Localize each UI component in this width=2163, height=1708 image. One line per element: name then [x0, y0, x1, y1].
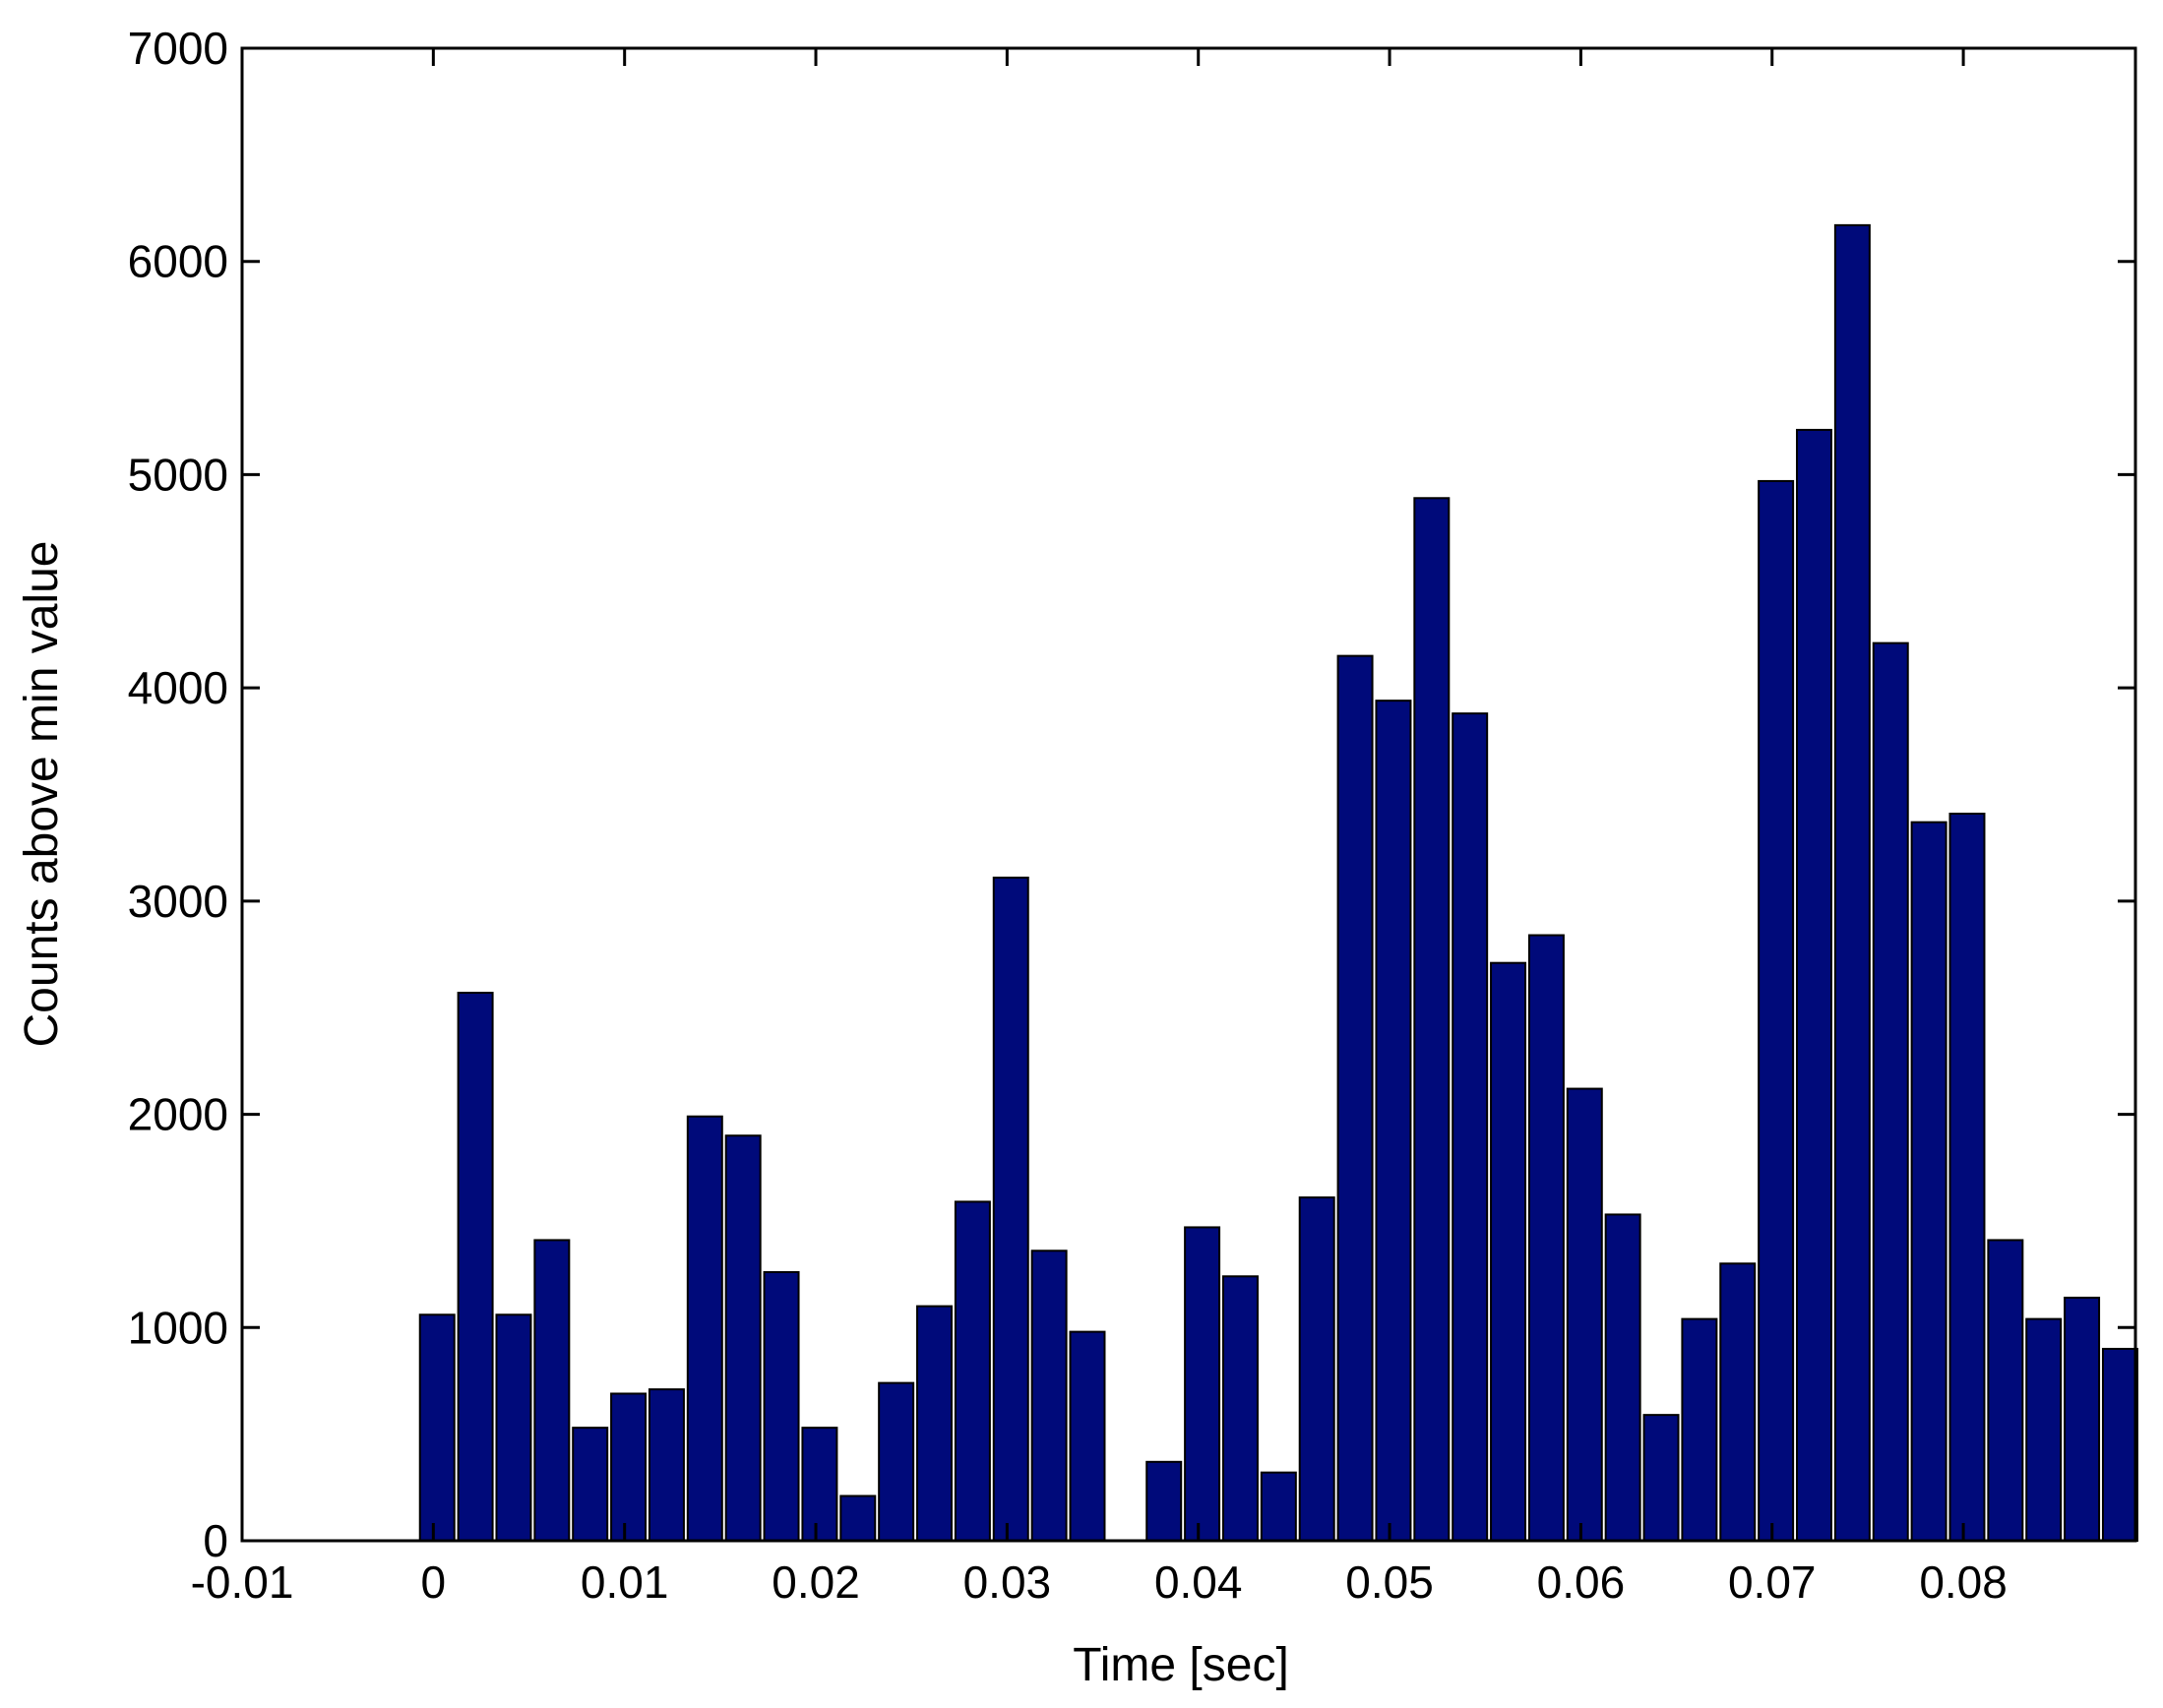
histogram-bar	[1948, 813, 1986, 1542]
histogram-bar	[1566, 1087, 1603, 1542]
x-tick-label: 0.05	[1345, 1556, 1434, 1608]
x-tick-label: -0.01	[191, 1556, 294, 1608]
y-tick-label: 5000	[128, 449, 228, 500]
histogram-bar	[801, 1427, 838, 1543]
histogram-bar	[1336, 654, 1374, 1542]
y-tick-label: 6000	[128, 236, 228, 287]
y-axis-title: Counts above min value	[16, 541, 68, 1048]
histogram-bar	[1375, 700, 1412, 1542]
x-tick-label: 0.03	[963, 1556, 1052, 1608]
histogram-bar	[418, 1313, 456, 1543]
histogram-bar	[1069, 1330, 1106, 1542]
histogram-bar	[2101, 1347, 2138, 1542]
histogram-bar	[648, 1388, 685, 1542]
histogram-bar	[1452, 712, 1489, 1542]
histogram-bar	[1221, 1275, 1259, 1543]
tick-labels-group: -0.01 0 0.01 0.02 0.03 0.04 0.05 0.06 0.07 0.0801…	[128, 23, 2008, 1608]
x-tick-label: 0.01	[581, 1556, 669, 1608]
histogram-bar	[724, 1134, 762, 1542]
histogram-bar	[495, 1313, 532, 1543]
histogram-bar	[954, 1200, 991, 1543]
histogram-bar	[1833, 223, 1871, 1542]
histogram-bar	[916, 1305, 954, 1542]
histogram-bar	[878, 1381, 915, 1542]
histogram-bar	[1184, 1226, 1221, 1543]
histogram-bar	[533, 1239, 571, 1543]
histogram-bar	[1604, 1213, 1641, 1543]
histogram-bar	[992, 877, 1029, 1542]
histogram-bar	[1796, 428, 1832, 1542]
histogram-bar	[1910, 821, 1947, 1542]
histogram-bar	[763, 1270, 800, 1542]
y-tick-label: 2000	[128, 1089, 228, 1140]
histogram-bar	[1030, 1250, 1068, 1543]
y-tick-label: 3000	[128, 876, 228, 927]
histogram-bar	[839, 1494, 877, 1542]
histogram-bar	[1681, 1317, 1718, 1542]
x-tick-label: 0	[421, 1556, 447, 1608]
histogram-bar	[610, 1392, 648, 1542]
y-tick-label: 7000	[128, 23, 228, 74]
histogram-bar	[686, 1115, 723, 1542]
y-tick-label: 1000	[128, 1302, 228, 1353]
x-tick-label: 0.06	[1537, 1556, 1626, 1608]
x-tick-label: 0.08	[1919, 1556, 2008, 1608]
histogram-bar	[1872, 641, 1909, 1542]
histogram-bar	[1987, 1239, 2024, 1543]
bars-group	[418, 223, 2138, 1543]
histogram-bar	[1260, 1471, 1297, 1543]
x-tick-label: 0.07	[1728, 1556, 1817, 1608]
histogram-bar	[2025, 1317, 2063, 1542]
x-tick-label: 0.02	[772, 1556, 860, 1608]
histogram-bar	[2064, 1296, 2101, 1542]
histogram-bar	[1145, 1460, 1183, 1542]
plot-frame	[240, 46, 2137, 1543]
histogram-bar	[1527, 934, 1565, 1542]
histogram-bar	[1758, 479, 1795, 1542]
histogram-bar	[1719, 1262, 1757, 1543]
histogram-bar	[1298, 1196, 1335, 1542]
histogram-bar	[1642, 1414, 1680, 1543]
y-tick-label: 4000	[128, 662, 228, 713]
histogram-bar	[457, 992, 494, 1542]
y-tick-label: 0	[203, 1515, 228, 1566]
histogram-bar	[572, 1427, 609, 1543]
histogram-bar	[1413, 497, 1451, 1542]
histogram-bar	[1490, 961, 1527, 1542]
x-axis-title: Time [sec]	[1073, 1639, 1289, 1691]
x-tick-label: 0.04	[1154, 1556, 1243, 1608]
